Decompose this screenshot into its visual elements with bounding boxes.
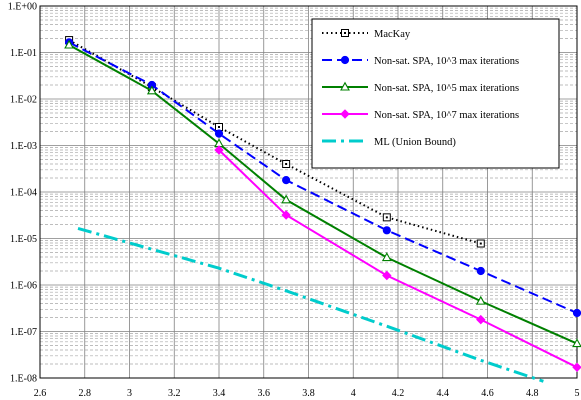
legend-label: MacKay [374,29,411,40]
x-tick-label: 4.2 [392,388,405,399]
series-2 [64,39,581,348]
x-tick-label: 4.8 [526,388,539,399]
x-tick-label: 2.8 [79,388,92,399]
series-line [77,226,544,383]
legend-item: Non-sat. SPA, 10^5 max iterations [322,81,519,94]
x-tick-label: 4 [351,388,356,399]
y-tick-label: 1.E-06 [10,281,37,292]
data-point [282,176,291,185]
data-point [382,270,392,281]
x-tick-label: 2.6 [34,388,47,399]
y-tick-label: 1.E-01 [10,48,37,59]
plot-frame [39,5,578,379]
y-tick-label: 1.E-04 [10,188,37,199]
x-tick-label: 3.4 [213,388,226,399]
x-tick-label: 4.4 [437,388,450,399]
data-point [340,81,350,91]
y-tick-label: 1.E-03 [10,141,37,152]
data-point [340,109,350,119]
x-tick-label: 5 [575,388,580,399]
y-tick-label: 1.E-02 [10,95,37,106]
y-tick-label: 1.E-08 [10,374,37,385]
legend-label: Non-sat. SPA, 10^3 max iterations [374,56,519,67]
data-point [146,85,157,95]
data-point [381,252,392,262]
series-3 [214,145,581,372]
y-axis: 1.E+00 1.E-01 1.E-02 1.E-03 1.E-04 1.E-05 1.E-… [8,2,37,385]
data-point [476,239,485,248]
legend-item: ML (Union Bound) [322,137,456,148]
series-4 [77,226,544,383]
data-point [476,314,486,325]
data-point [214,129,224,138]
data-point [281,194,292,204]
data-point [382,213,391,222]
series-layer [64,36,581,383]
data-point [572,308,581,318]
legend: MacKay Non-sat. SPA, 10^3 max iterations N… [311,18,560,169]
legend-label: ML (Union Bound) [374,137,456,148]
x-tick-label: 3 [127,388,132,399]
x-tick-label: 3.8 [302,388,315,399]
data-point [476,266,485,276]
y-tick-label: 1.E+00 [8,2,37,13]
y-tick-label: 1.E-05 [10,234,37,245]
legend-item: Non-sat. SPA, 10^7 max iterations [322,109,519,121]
x-tick-label: 3.6 [258,388,271,399]
x-tick-label: 3.2 [168,388,181,399]
data-point [572,338,581,348]
legend-box [311,18,560,169]
data-point [215,122,223,131]
legend-label: Non-sat. SPA, 10^7 max iterations [374,110,519,121]
data-point [340,55,350,65]
legend-item: Non-sat. SPA, 10^3 max iterations [322,55,519,67]
y-tick-label: 1.E-07 [10,327,37,338]
data-point [341,29,349,37]
legend-label: Non-sat. SPA, 10^5 max iterations [374,83,519,94]
data-point [64,39,75,49]
data-point [214,145,224,155]
legend-item: MacKay [322,29,411,40]
data-point [475,295,486,305]
data-point [572,362,581,372]
data-point [281,210,291,220]
data-point [382,226,391,235]
series-1 [64,38,581,318]
data-point [282,160,291,169]
x-tick-label: 4.6 [481,388,494,399]
series-line [68,39,482,245]
x-axis: 2.6 2.8 3 3.2 3.4 3.6 3.8 4 4.2 4.4 4.6 4.8 5 [34,388,580,399]
